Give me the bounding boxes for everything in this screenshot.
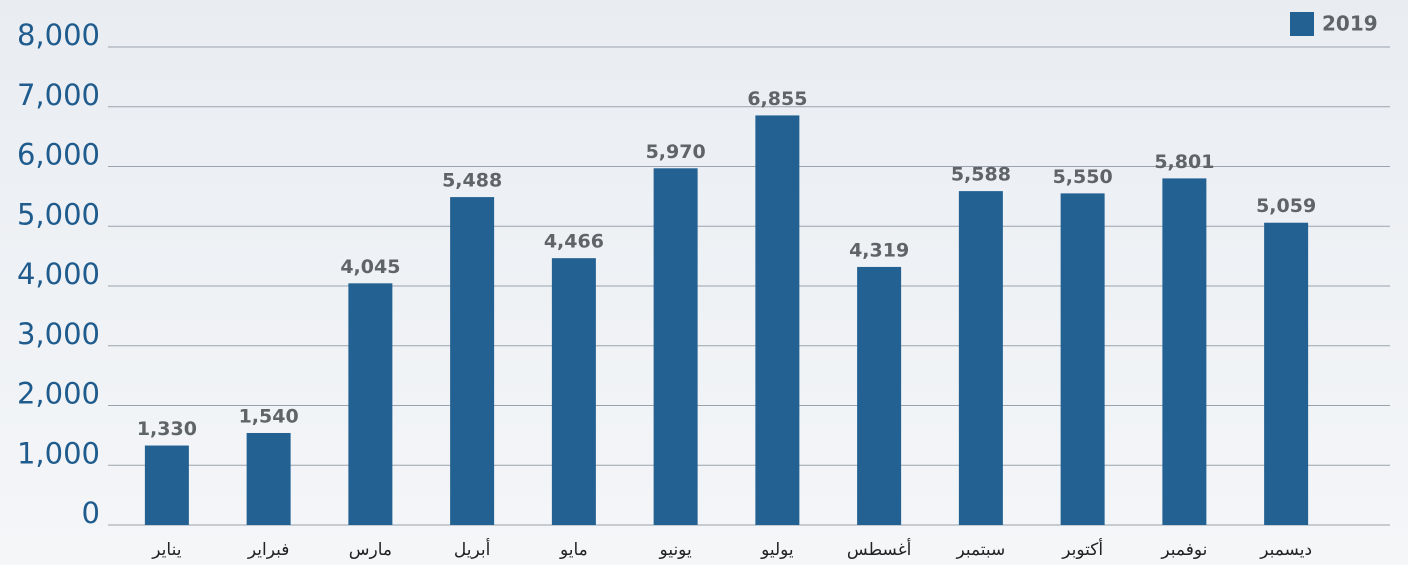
data-label: 5,801 <box>1154 151 1214 173</box>
bar <box>755 115 800 525</box>
x-tick-label: يونيو <box>659 540 692 560</box>
y-tick-label: 3,000 <box>17 317 100 351</box>
x-tick-label: ديسمبر <box>1259 540 1312 560</box>
x-tick-label: سبتمبر <box>955 540 1005 560</box>
x-tick-label: فبراير <box>247 540 289 560</box>
bar <box>144 445 189 525</box>
bar <box>348 283 393 525</box>
x-tick-label: يوليو <box>760 540 794 560</box>
bar <box>1060 193 1105 525</box>
data-label: 1,330 <box>137 418 197 440</box>
data-label: 6,855 <box>747 88 807 110</box>
legend-swatch <box>1290 12 1314 36</box>
y-tick-label: 1,000 <box>17 436 100 470</box>
bar <box>551 258 596 525</box>
bar <box>653 168 698 526</box>
data-label: 5,059 <box>1256 195 1316 217</box>
data-label: 4,466 <box>544 231 604 253</box>
y-tick-label: 0 <box>82 496 100 530</box>
data-label: 5,550 <box>1053 166 1113 188</box>
y-tick-label: 6,000 <box>17 138 100 172</box>
bar <box>1264 222 1309 526</box>
y-tick-label: 2,000 <box>17 377 100 411</box>
bar <box>450 197 495 526</box>
x-tick-label: يناير <box>151 540 181 560</box>
x-tick-label: نوفمبر <box>1160 540 1207 560</box>
x-tick-label: أغسطس <box>847 538 911 560</box>
y-tick-label: 4,000 <box>17 257 100 291</box>
bar <box>246 432 291 525</box>
x-tick-label: أكتوبر <box>1061 538 1103 560</box>
x-tick-label: مارس <box>349 540 392 560</box>
data-label: 5,970 <box>646 141 706 163</box>
bar <box>958 191 1003 525</box>
bar <box>857 266 902 525</box>
data-label: 4,045 <box>340 256 400 278</box>
y-tick-label: 5,000 <box>17 197 100 231</box>
data-label: 5,588 <box>951 164 1011 186</box>
bar <box>1162 178 1207 525</box>
x-tick-label: مايو <box>559 540 588 560</box>
data-label: 5,488 <box>442 170 502 192</box>
data-label: 4,319 <box>849 239 909 261</box>
y-tick-label: 7,000 <box>17 78 100 112</box>
y-tick-label: 8,000 <box>17 18 100 52</box>
x-tick-label: أبريل <box>454 538 490 560</box>
legend-label: 2019 <box>1322 12 1378 36</box>
data-label: 1,540 <box>239 405 299 427</box>
